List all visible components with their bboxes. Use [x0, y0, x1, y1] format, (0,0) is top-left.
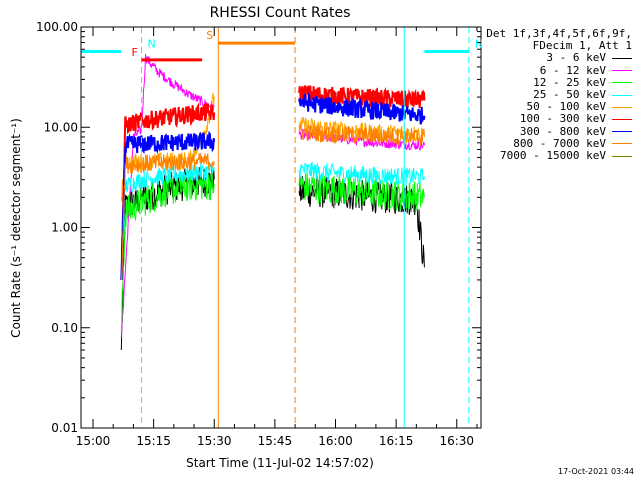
- series-line-0-segment-1: [298, 175, 425, 268]
- legend-swatch: [612, 106, 632, 108]
- x-tick-label: 15:00: [76, 434, 111, 448]
- marker-2-label: F: [131, 46, 137, 59]
- marker-3-label: S: [206, 29, 213, 42]
- marker-1-label: N: [475, 37, 483, 50]
- legend-swatch: [612, 155, 632, 157]
- legend-entry: 50 - 100 keV: [482, 101, 632, 113]
- legend-entry: 300 - 800 keV: [482, 124, 632, 138]
- legend: Det 1f,3f,4f,5f,6f,9f, FDecim 1, Att 1 3…: [482, 27, 632, 162]
- x-tick-label: 16:15: [379, 434, 414, 448]
- legend-swatch: [612, 70, 632, 72]
- legend-swatch: [612, 94, 632, 96]
- y-tick-label: 100.00: [36, 20, 78, 34]
- timestamp: 17-Oct-2021 03:44: [558, 467, 634, 476]
- legend-swatch: [612, 131, 632, 133]
- legend-header-line-1: Det 1f,3f,4f,5f,6f,9f,: [486, 27, 632, 40]
- x-tick-label: 15:15: [136, 434, 171, 448]
- legend-entry: 800 - 7000 keV: [482, 136, 632, 150]
- legend-entry: 7000 - 15000 keV: [482, 149, 632, 163]
- legend-entry: 12 - 25 keV: [482, 75, 632, 89]
- legend-swatch: [612, 119, 632, 121]
- series-line-5-segment-0: [120, 102, 216, 280]
- x-tick-label: 15:45: [258, 434, 293, 448]
- x-axis-label: Start Time (11-Jul-02 14:57:02): [186, 456, 374, 470]
- chart-title: RHESSI Count Rates: [210, 5, 351, 21]
- legend-entry-label: 100 - 300 keV: [519, 112, 606, 126]
- series-line-7-segment-1: [298, 123, 425, 146]
- y-tick-label: 10.00: [44, 120, 78, 134]
- y-tick-label: 1.00: [51, 221, 78, 235]
- legend-swatch: [612, 143, 632, 145]
- legend-entry: 25 - 50 keV: [482, 88, 632, 102]
- legend-swatch: [612, 58, 632, 59]
- series-line-2-segment-0: [120, 170, 215, 333]
- marker-0-label: N: [147, 37, 155, 50]
- legend-entry: 6 - 12 keV: [482, 63, 632, 77]
- series-line-2-segment-1: [298, 172, 425, 213]
- plot-area: [81, 27, 470, 428]
- legend-entry-label: 12 - 25 keV: [533, 75, 606, 89]
- series-line-3-segment-1: [298, 161, 425, 186]
- legend-entry: 100 - 300 keV: [482, 113, 632, 125]
- series-line-7-segment-0: [120, 152, 215, 280]
- series-line-1-segment-0: [120, 53, 215, 338]
- y-axis-label: Count Rate (s⁻¹ detector segment⁻¹): [9, 118, 23, 338]
- legend-entry-label: 6 - 12 keV: [539, 63, 606, 77]
- legend-entries: 3 - 6 keV 6 - 12 keV 12 - 25 keV 25 - 50 ke…: [482, 52, 632, 162]
- legend-entry-label: 50 - 100 keV: [526, 100, 606, 114]
- y-tick-label: 0.01: [51, 421, 78, 435]
- series-line-6-segment-0: [120, 130, 216, 280]
- legend-header-line-2: FDecim 1, Att 1: [532, 39, 632, 53]
- legend-entry-label: 7000 - 15000 keV: [500, 149, 606, 163]
- legend-entry: 3 - 6 keV: [482, 52, 632, 64]
- x-tick-label: 16:00: [318, 434, 353, 448]
- legend-entry-label: 800 - 7000 keV: [513, 136, 606, 150]
- x-tick-label: 15:30: [197, 434, 232, 448]
- legend-entry-label: 300 - 800 keV: [519, 124, 606, 138]
- legend-swatch: [612, 82, 632, 84]
- x-tick-label: 16:30: [439, 434, 474, 448]
- legend-entry-label: 25 - 50 keV: [533, 88, 606, 102]
- series-line-6-segment-1: [298, 91, 426, 125]
- legend-entry-label: 3 - 6 keV: [546, 51, 606, 65]
- y-tick-label: 0.10: [51, 321, 78, 335]
